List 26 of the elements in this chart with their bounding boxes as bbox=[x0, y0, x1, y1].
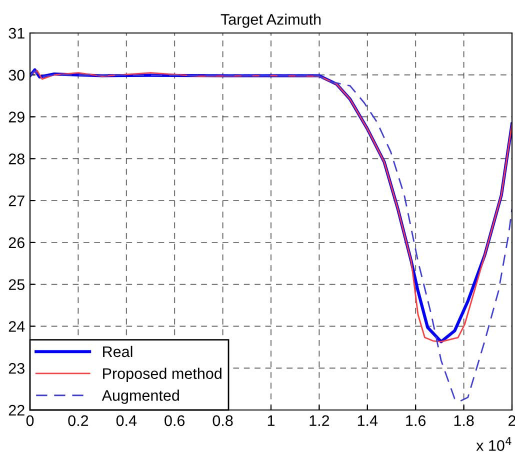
y-tick-label: 27 bbox=[8, 195, 24, 206]
text: x 10$^{4}$ bbox=[476, 437, 512, 451]
y-tick-label: 22 bbox=[8, 404, 24, 416]
y-tick-label: 23 bbox=[8, 362, 24, 374]
y-tick-label: 26 bbox=[8, 237, 24, 248]
x-tick-label: 0 bbox=[26, 415, 34, 426]
x-tick-label: 1.4 bbox=[358, 415, 378, 426]
x-tick-label: 1.6 bbox=[406, 415, 426, 426]
y-tick-label: 29 bbox=[8, 112, 24, 122]
y-tick-label: 28 bbox=[8, 154, 24, 164]
y-tick-label: 25 bbox=[8, 279, 24, 290]
legend-label: Augmented bbox=[102, 390, 179, 404]
y-tick-label: 31 bbox=[8, 28, 24, 39]
x-tick-label: 2 bbox=[508, 415, 515, 426]
chart-title: Target Azimuth bbox=[220, 14, 321, 28]
x-tick-label: 0.4 bbox=[116, 415, 137, 426]
legend-label: Proposed method bbox=[103, 368, 222, 382]
x-tick-label: 1 bbox=[268, 415, 275, 426]
x-tick-label: 0.6 bbox=[164, 415, 185, 426]
legend-label: Real bbox=[103, 346, 132, 358]
x-tick-label: 1.8 bbox=[454, 415, 474, 426]
y-tick-label: 30 bbox=[8, 70, 25, 81]
y-tick-label: 24 bbox=[8, 321, 25, 332]
x-tick-label: 1.2 bbox=[310, 415, 330, 426]
x-tick-label: 0.2 bbox=[68, 415, 88, 426]
x-tick-label: 0.8 bbox=[212, 415, 233, 426]
